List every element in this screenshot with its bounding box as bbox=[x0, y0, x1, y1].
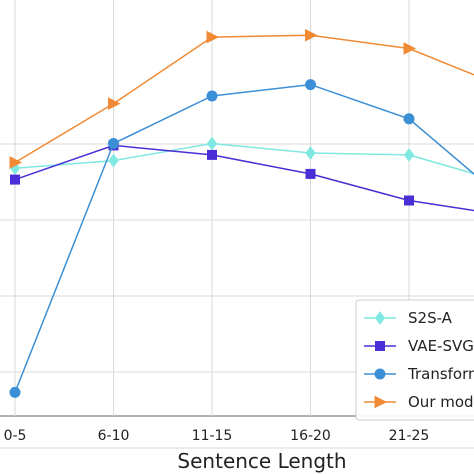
series-layer bbox=[9, 28, 474, 398]
series-transformer bbox=[9, 79, 474, 398]
data-point bbox=[206, 30, 220, 44]
series-s2s-a bbox=[9, 136, 474, 176]
legend: S2S-A VAE-SVG Transformer Our model bbox=[355, 299, 474, 421]
data-point bbox=[108, 153, 119, 168]
data-point bbox=[375, 341, 385, 351]
x-tick-label: 11-15 bbox=[192, 428, 233, 444]
series-line bbox=[14, 34, 474, 164]
data-point bbox=[305, 79, 316, 91]
data-point bbox=[403, 42, 417, 55]
legend-label: VAE-SVG bbox=[408, 337, 474, 355]
x-tick-label: 6-10 bbox=[98, 428, 130, 444]
data-point bbox=[10, 174, 20, 185]
series-line bbox=[14, 142, 474, 175]
legend-entry: VAE-SVG bbox=[364, 337, 474, 355]
legend-label: Our model bbox=[408, 393, 474, 411]
data-point bbox=[403, 148, 415, 162]
data-point bbox=[374, 311, 386, 325]
data-point bbox=[403, 113, 415, 125]
data-point bbox=[305, 146, 316, 160]
data-point bbox=[374, 368, 386, 380]
x-tick-label: 16-20 bbox=[290, 428, 331, 444]
legend-entry: S2S-A bbox=[364, 309, 453, 327]
legend-entry: Our model bbox=[364, 393, 474, 411]
series-line bbox=[14, 83, 474, 393]
data-point bbox=[206, 136, 218, 151]
data-point bbox=[9, 386, 21, 398]
data-point bbox=[374, 395, 388, 409]
data-point bbox=[206, 90, 218, 102]
legend-label: S2S-A bbox=[408, 309, 453, 327]
series-our-model bbox=[9, 28, 474, 169]
data-point bbox=[108, 97, 121, 110]
grid-lines bbox=[0, 0, 474, 449]
legend-box bbox=[355, 299, 474, 421]
data-point bbox=[305, 28, 318, 42]
data-point bbox=[207, 149, 217, 160]
data-point bbox=[305, 168, 316, 179]
x-tick-label: 0-5 bbox=[4, 428, 27, 444]
data-point bbox=[108, 138, 119, 149]
x-axis-title: Sentence Length bbox=[177, 449, 346, 473]
data-point bbox=[9, 156, 23, 169]
series-line bbox=[14, 144, 474, 212]
x-tick-label: 21-25 bbox=[389, 428, 430, 444]
legend-entry: Transformer bbox=[364, 365, 474, 383]
legend-label: Transformer bbox=[407, 365, 474, 383]
data-point bbox=[404, 195, 414, 206]
